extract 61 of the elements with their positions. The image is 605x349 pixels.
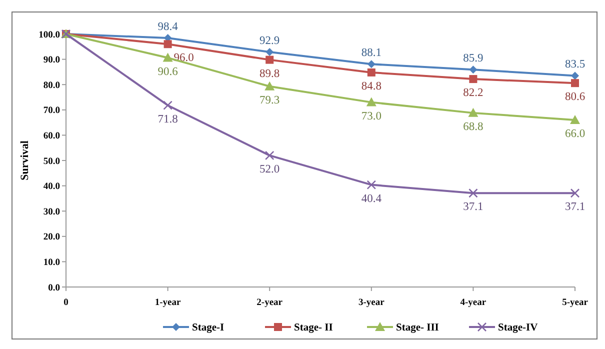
data-label: 37.1 [463, 201, 484, 214]
y-tick-label: 70.0 [43, 106, 60, 116]
y-tick-label: 10.0 [43, 258, 60, 268]
point [367, 60, 376, 68]
data-label: 85.9 [463, 52, 484, 65]
data-label: 92.9 [260, 34, 280, 47]
x-tick-label: 5-year [562, 298, 589, 308]
y-tick-label: 60.0 [43, 132, 60, 142]
x-tick-label: 2-year [256, 298, 284, 308]
data-label: 37.1 [564, 201, 586, 214]
point [366, 180, 376, 190]
x-tick-label: 0 [64, 298, 69, 308]
data-label: 66.0 [564, 128, 586, 140]
y-tick-label: 100.0 [38, 30, 60, 40]
y-tick-label: 30.0 [43, 207, 60, 218]
data-label: 96.0 [174, 52, 194, 64]
point [468, 108, 478, 117]
legend-label: Stage-I [192, 322, 224, 334]
data-label: 98.4 [158, 21, 178, 34]
x-tick-label: 1-year [154, 298, 182, 308]
data-label: 71.8 [158, 113, 178, 126]
point [264, 150, 274, 160]
point [367, 68, 376, 76]
point [366, 97, 376, 106]
legend-label: Stage- III [396, 322, 439, 334]
y-tick-label: 50.0 [43, 156, 60, 167]
point [162, 52, 173, 62]
data-label: 52.0 [260, 163, 280, 176]
data-label: 89.8 [260, 68, 280, 80]
point [571, 79, 579, 88]
data-label: 68.8 [463, 120, 484, 133]
data-label: 83.5 [564, 58, 586, 71]
point [469, 66, 478, 74]
legend-label: Stage-IV [498, 322, 538, 334]
y-tick-label: 0.0 [48, 283, 60, 294]
data-label: 88.1 [361, 47, 382, 60]
x-tick-label: 3-year [358, 298, 386, 308]
data-label: 90.6 [158, 66, 178, 78]
y-tick-label: 90.0 [43, 56, 60, 66]
y-tick-label: 20.0 [43, 232, 60, 243]
point [468, 188, 478, 198]
legend-label: Stage- II [294, 322, 333, 334]
point [570, 115, 580, 124]
y-axis-title: Survival [19, 140, 31, 180]
point [570, 188, 580, 198]
point [264, 81, 275, 90]
data-label: 82.2 [463, 87, 484, 100]
data-label: 79.3 [260, 94, 280, 106]
y-tick-label: 40.0 [43, 182, 60, 192]
y-tick-label: 80.0 [43, 80, 60, 91]
x-tick-label: 4-year [460, 298, 487, 308]
point [266, 48, 274, 56]
point [163, 100, 172, 110]
data-label: 80.6 [564, 91, 586, 104]
point [469, 75, 478, 84]
point [266, 56, 274, 64]
data-label: 40.4 [361, 192, 382, 205]
point [571, 72, 579, 80]
point [164, 40, 172, 48]
data-label: 84.8 [361, 80, 382, 92]
data-label: 73.0 [361, 110, 382, 122]
